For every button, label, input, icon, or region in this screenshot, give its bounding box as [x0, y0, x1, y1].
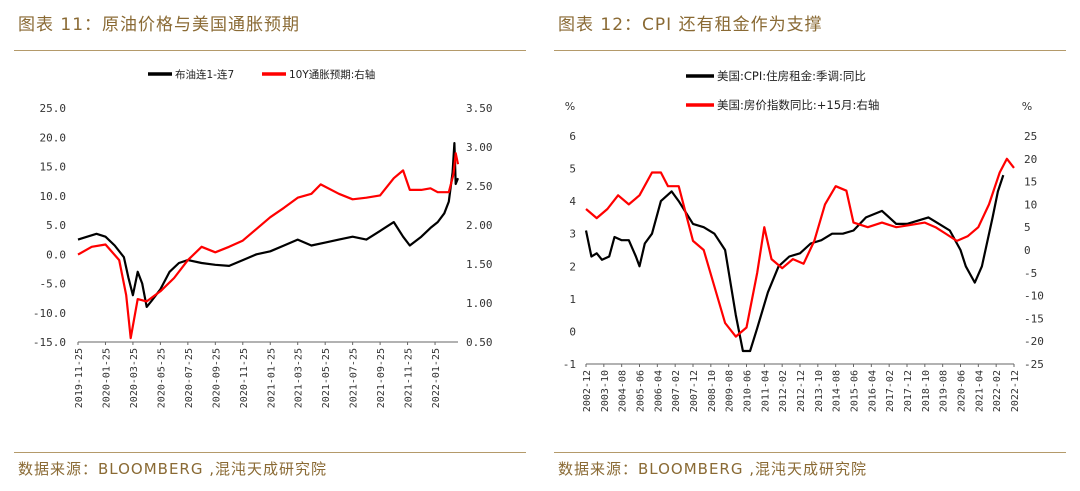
- x-tick-label: 2020-03-25: [129, 348, 140, 408]
- source-divider-left: [14, 452, 526, 453]
- x-tick-label: 2021-05-25: [321, 348, 332, 408]
- x-tick-label: 2022-02: [992, 370, 1003, 412]
- x-tick-label: 2003-10: [600, 370, 611, 412]
- y-left-tick-label: 5.0: [46, 219, 66, 232]
- x-tick-label: 2008-10: [707, 370, 718, 412]
- x-tick-label: 2021-01-25: [266, 348, 277, 408]
- y-left-tick-label: 2: [569, 260, 576, 273]
- y-left-tick-label: 20.0: [40, 131, 67, 144]
- y-right-tick-label: 20: [1024, 153, 1037, 166]
- x-tick-label: 2021-09-25: [376, 348, 387, 408]
- title-divider-right: [554, 50, 1066, 51]
- x-tick-label: 2020-06: [957, 370, 968, 412]
- y-right-tick-label: 0: [1024, 244, 1031, 257]
- x-tick-label: 2021-07-25: [349, 348, 360, 408]
- y-right-tick-label: 1.50: [466, 258, 493, 271]
- x-tick-label: 2017-12: [903, 370, 914, 412]
- title-divider-left: [14, 50, 526, 51]
- x-tick-label: 2020-09-25: [211, 348, 222, 408]
- x-tick-label: 2010-06: [743, 370, 754, 412]
- y-right-unit: %: [1022, 100, 1032, 113]
- y-right-tick-label: -15: [1024, 312, 1044, 325]
- y-right-tick-label: 0.50: [466, 336, 493, 349]
- y-left-tick-label: 1: [569, 293, 576, 306]
- x-tick-label: 2019-08: [939, 370, 950, 412]
- y-left-tick-label: -1: [563, 358, 576, 371]
- y-right-tick-label: 10: [1024, 198, 1037, 211]
- source-note-right: 数据来源：BLOOMBERG ,混沌天成研究院: [558, 458, 867, 479]
- x-tick-label: 2004-08: [618, 370, 629, 412]
- y-left-tick-label: 6: [569, 130, 576, 143]
- x-tick-label: 2014-08: [832, 370, 843, 412]
- y-right-tick-label: 5: [1024, 221, 1031, 234]
- y-left-tick-label: 5: [569, 163, 576, 176]
- series-line-1: [78, 143, 458, 307]
- y-left-tick-label: 10.0: [40, 190, 67, 203]
- y-left-tick-label: 3: [569, 228, 576, 241]
- x-tick-label: 2021-03-25: [294, 348, 305, 408]
- left-panel: 图表 11：原油价格与美国通胀预期 25.0 20.0 15.0 10.0 5.0 0.0…: [0, 0, 540, 491]
- x-tick-label: 2007-12: [689, 370, 700, 412]
- y-left-tick-label: 0.0: [46, 248, 66, 261]
- legend-label-1: 美国:CPI:住房租金:季调:同比: [717, 69, 866, 83]
- x-tick-label: 2017-02: [885, 370, 896, 412]
- series-line-1: [586, 175, 1003, 351]
- x-tick-label: 2016-04: [867, 370, 878, 412]
- x-tick-label: 2019-11-25: [74, 348, 85, 408]
- x-tick-label: 2020-11-25: [239, 348, 250, 408]
- x-tick-label: 2022-01-25: [431, 348, 442, 408]
- y-right-tick-label: -5: [1024, 267, 1037, 280]
- y-right-tick-label: 15: [1024, 176, 1037, 189]
- x-tick-label: 2012-12: [796, 370, 807, 412]
- oil-inflation-chart: 25.0 20.0 15.0 10.0 5.0 0.0 -5.0 -10.0 -15.0 3.50…: [0, 52, 540, 450]
- x-tick-label: 2012-02: [778, 370, 789, 412]
- y-right-tick-label: 3.00: [466, 141, 493, 154]
- y-right-tick-label: 2.50: [466, 180, 493, 193]
- x-tick-label: 2020-05-25: [156, 348, 167, 408]
- y-right-tick-label: -20: [1024, 335, 1044, 348]
- x-tick-label: 2005-06: [636, 370, 647, 412]
- x-tick-label: 2015-06: [850, 370, 861, 412]
- source-note-left: 数据来源：BLOOMBERG ,混沌天成研究院: [18, 458, 327, 479]
- legend-label-2: 10Y通胀预期:右轴: [289, 68, 375, 81]
- legend-label-1: 布油连1-连7: [175, 68, 234, 81]
- y-left-tick-label: 15.0: [40, 161, 67, 174]
- x-tick-label: 2021-04: [974, 370, 985, 412]
- x-tick-label: 2021-11-25: [404, 348, 415, 408]
- y-left-tick-label: -15.0: [33, 336, 66, 349]
- y-left-tick-label: -5.0: [40, 278, 67, 291]
- y-left-tick-label: 4: [569, 195, 576, 208]
- y-right-tick-label: 3.50: [466, 102, 493, 115]
- series-line-2: [586, 159, 1014, 337]
- y-right-tick-label: -10: [1024, 290, 1044, 303]
- source-divider-right: [554, 452, 1066, 453]
- x-tick-label: 2018-10: [921, 370, 932, 412]
- chart-title-right: 图表 12：CPI 还有租金作为支撑: [558, 10, 823, 35]
- series-line-2: [78, 153, 458, 338]
- y-left-unit: %: [565, 100, 575, 113]
- x-tick-label: 2022-12: [1010, 370, 1021, 412]
- y-right-tick-label: 25: [1024, 130, 1037, 143]
- x-tick-label: 2011-04: [760, 370, 771, 412]
- y-right-tick-label: -25: [1024, 358, 1044, 371]
- x-tick-label: 2007-02: [671, 370, 682, 412]
- x-tick-label: 2009-08: [725, 370, 736, 412]
- chart-title-left: 图表 11：原油价格与美国通胀预期: [18, 10, 300, 35]
- y-right-tick-label: 1.00: [466, 297, 493, 310]
- y-left-tick-label: 25.0: [40, 102, 67, 115]
- y-left-tick-label: 0: [569, 325, 576, 338]
- legend-label-2: 美国:房价指数同比:+15月:右轴: [717, 98, 879, 112]
- y-right-tick-label: 2.00: [466, 219, 493, 232]
- x-tick-label: 2006-04: [653, 370, 664, 412]
- x-tick-label: 2013-10: [814, 370, 825, 412]
- x-tick-label: 2020-01-25: [101, 348, 112, 408]
- x-tick-label: 2002-12: [582, 370, 593, 412]
- right-panel: 图表 12：CPI 还有租金作为支撑 6 5 4 3 2 1 0 -1 25 20 15 10 5 0 -5…: [540, 0, 1080, 491]
- x-tick-label: 2020-07-25: [184, 348, 195, 408]
- y-left-tick-label: -10.0: [33, 307, 66, 320]
